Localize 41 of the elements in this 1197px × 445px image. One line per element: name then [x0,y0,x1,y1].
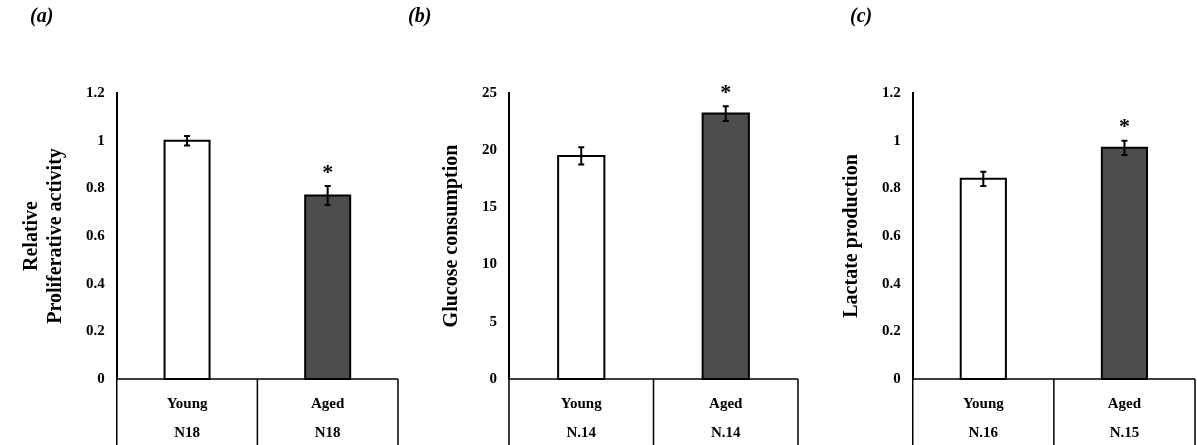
text: N.14 [566,423,597,440]
y-axis-title: Glucose consumption [439,144,463,328]
text: N.16 [968,423,999,440]
y-tick-label: 0.4 [86,274,106,291]
y-tick-label: 0 [97,369,105,386]
text: N.15 [1109,423,1140,440]
text: N.14 [710,423,742,440]
y-tick-label: 1.2 [86,83,105,100]
y-tick-label: 1 [893,131,901,148]
y-tick-label: 0.2 [882,322,901,339]
y-tick-label: 0.6 [86,226,106,243]
chart-title: (b) [408,4,432,27]
text: N18 [314,423,341,440]
y-tick-label: 0 [893,369,901,386]
y-tick-label: 1.2 [882,83,901,100]
y-axis-title: Relative Proliferative activity [19,148,67,324]
annotation: * [322,158,334,184]
y-axis-title: Lactate production [839,154,863,318]
y-tick-label: 25 [482,83,497,100]
y-tick-label: 15 [482,198,497,215]
annotation: * [720,78,732,104]
chart-title: (a) [30,4,54,27]
annotation: * [1118,113,1130,139]
y-tick-label: 0.8 [86,179,105,196]
y-tick-label: 0.2 [86,322,105,339]
y-tick-label: 0.4 [882,274,902,291]
x-tick-label: Young [962,394,1005,411]
y-tick-label: 10 [482,255,497,272]
x-tick-label: Aged [709,394,744,411]
x-tick-label: Aged [1107,394,1142,411]
y-tick-label: 0.8 [882,179,901,196]
y-tick-label: 1 [97,131,105,148]
x-tick-label: Young [560,394,603,411]
y-tick-label: 0.6 [882,226,902,243]
x-tick-label: Aged [311,394,346,411]
y-tick-label: 20 [482,141,497,158]
x-tick-label: Young [166,394,208,411]
y-tick-label: 0 [489,369,497,386]
y-tick-label: 5 [489,312,497,329]
text: N18 [174,423,200,440]
chart-title: (c) [850,4,873,27]
